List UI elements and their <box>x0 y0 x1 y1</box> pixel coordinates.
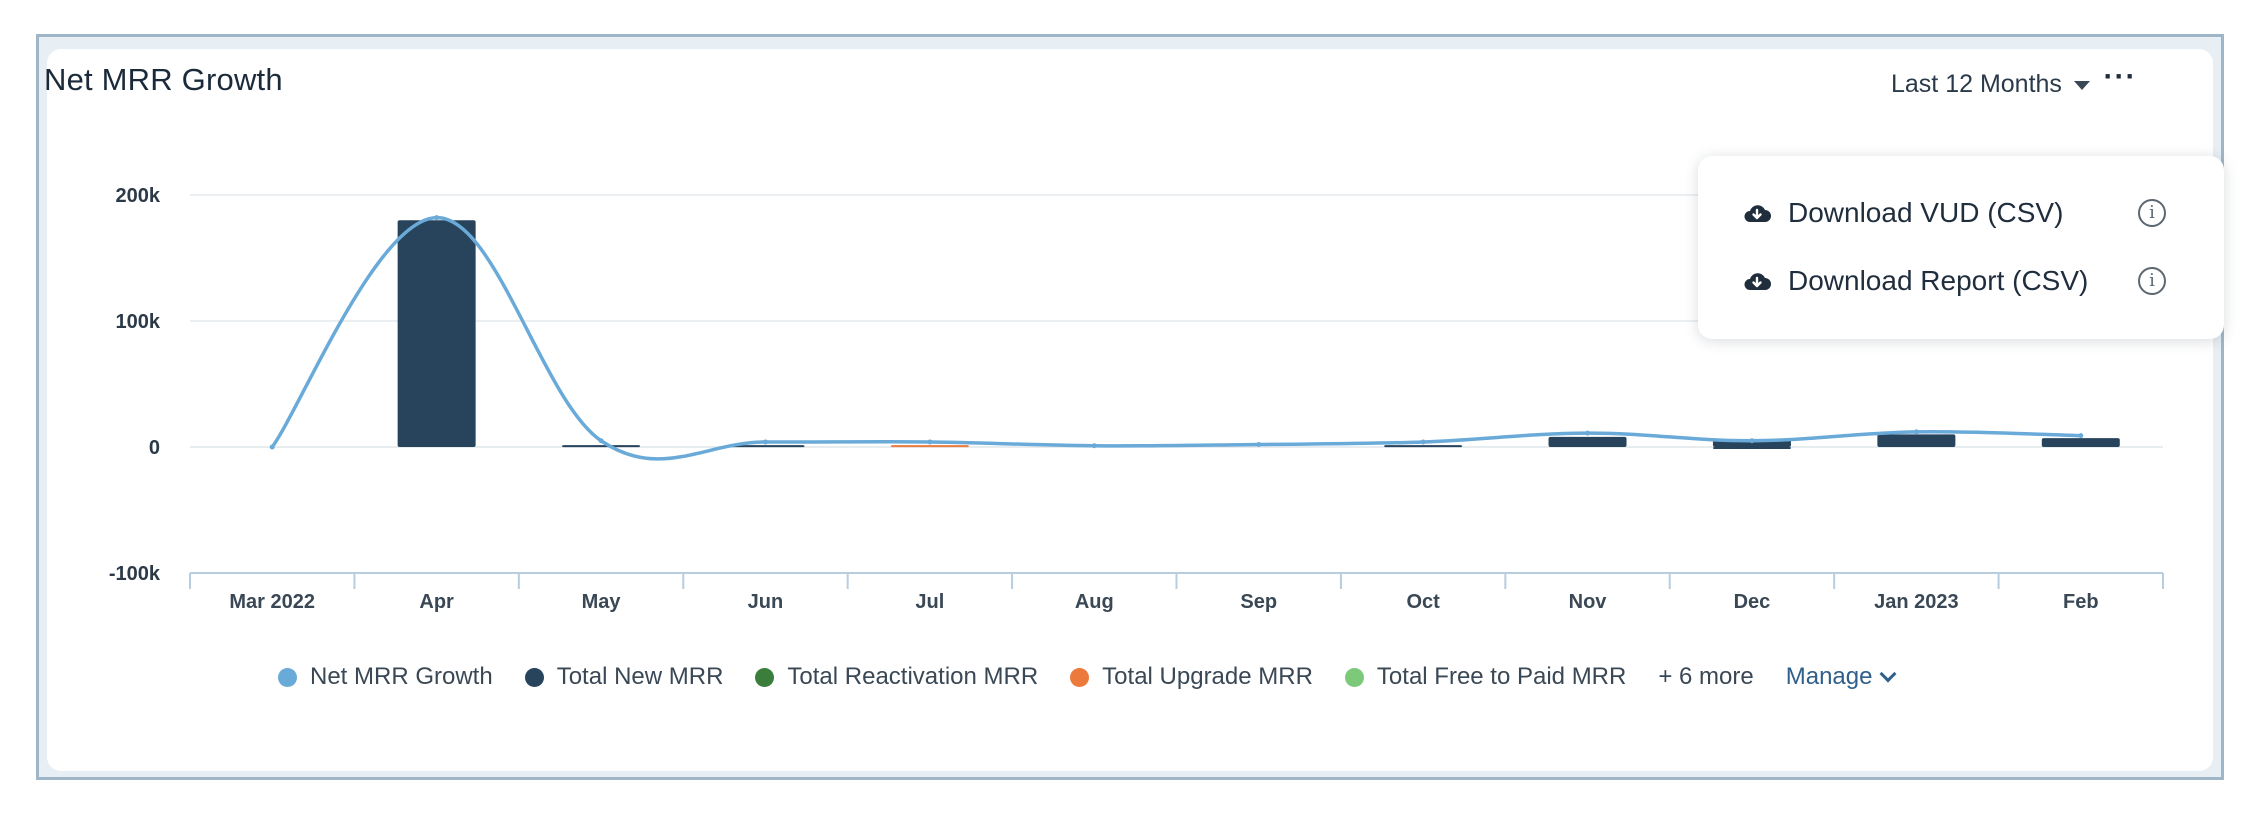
line-point <box>1749 438 1755 444</box>
bar <box>1384 445 1463 448</box>
y-tick-label: 0 <box>149 437 160 459</box>
legend-item-total-reactivation-mrr[interactable]: Total Reactivation MRR <box>755 663 1038 691</box>
caret-down-icon <box>2073 81 2090 90</box>
menu-item-label: Download VUD (CSV) <box>1788 197 2064 228</box>
legend-label: Total Reactivation MRR <box>787 663 1039 690</box>
legend-label: Total New MRR <box>556 663 724 690</box>
x-tick-label: Jul <box>915 591 944 613</box>
legend-item-total-upgrade-mrr[interactable]: Total Upgrade MRR <box>1070 663 1313 691</box>
bar <box>1548 436 1627 447</box>
bar <box>2041 438 2120 447</box>
bar <box>562 445 641 448</box>
legend-dot-icon <box>278 667 297 687</box>
line-point <box>1256 441 1262 447</box>
chevron-down-icon <box>1879 665 1897 683</box>
info-icon[interactable]: i <box>2138 267 2166 295</box>
x-tick-label: Aug <box>1075 591 1114 613</box>
x-tick-label: May <box>582 591 622 613</box>
legend-item-total-free-to-paid-mrr[interactable]: Total Free to Paid MRR <box>1344 663 1627 691</box>
line-point <box>762 439 768 445</box>
line-point <box>434 215 440 221</box>
line-point <box>2078 433 2084 439</box>
legend-label: Net MRR Growth <box>310 663 493 690</box>
line-point <box>1585 430 1591 436</box>
y-tick-label: -100k <box>109 563 161 585</box>
more-options-button[interactable]: ··· <box>2103 60 2137 93</box>
bar <box>726 445 805 448</box>
bar <box>1712 447 1791 449</box>
bar <box>890 445 969 448</box>
cloud-download-icon <box>1744 273 1771 290</box>
line-point <box>269 444 275 450</box>
info-icon[interactable]: i <box>2138 199 2166 227</box>
period-dropdown[interactable]: Last 12 Months <box>1891 70 2090 99</box>
line-point <box>1091 443 1097 449</box>
legend-label: Total Free to Paid MRR <box>1376 663 1627 690</box>
bar <box>1877 434 1956 447</box>
x-tick-label: Jan 2023 <box>1874 591 1959 613</box>
options-menu: Download VUD (CSV) i Download Report (CS… <box>1698 156 2224 339</box>
line-point <box>598 438 604 444</box>
legend-label: Total Upgrade MRR <box>1102 663 1313 690</box>
line-point <box>927 439 933 445</box>
x-tick-label: Mar 2022 <box>229 591 315 613</box>
x-tick-label: Sep <box>1240 591 1277 613</box>
legend-item-net-mrr-growth[interactable]: Net MRR Growth <box>278 663 493 691</box>
legend-dot-icon <box>1344 667 1364 687</box>
bar <box>397 220 476 447</box>
legend-dot-icon <box>755 667 775 687</box>
menu-item-download-vud[interactable]: Download VUD (CSV) <box>1742 193 2063 233</box>
chart-title: Net MRR Growth <box>44 62 283 97</box>
x-tick-label: Oct <box>1406 591 1440 613</box>
x-tick-label: Feb <box>2063 591 2099 613</box>
menu-item-download-report[interactable]: Download Report (CSV) <box>1742 261 2088 301</box>
manage-series-button[interactable]: Manage <box>1785 663 1897 691</box>
menu-item-label: Download Report (CSV) <box>1788 265 2089 296</box>
legend-dot-icon <box>524 667 544 687</box>
legend-dot-icon <box>1070 667 1090 687</box>
line-point <box>1420 439 1426 445</box>
manage-label: Manage <box>1785 663 1873 690</box>
cloud-download-icon <box>1744 205 1771 222</box>
period-label: Last 12 Months <box>1891 70 2062 98</box>
y-tick-label: 200k <box>116 185 161 207</box>
legend-item-total-new-mrr[interactable]: Total New MRR <box>524 663 724 691</box>
legend-more-link[interactable]: + 6 more <box>1658 663 1754 690</box>
chart-legend: Net MRR Growth Total New MRR Total React… <box>278 660 1897 694</box>
x-tick-label: Jun <box>748 591 784 613</box>
y-tick-label: 100k <box>116 311 161 333</box>
line-point <box>1913 429 1919 435</box>
x-tick-label: Dec <box>1734 591 1771 613</box>
x-tick-label: Apr <box>419 591 454 613</box>
x-tick-label: Nov <box>1569 591 1608 613</box>
